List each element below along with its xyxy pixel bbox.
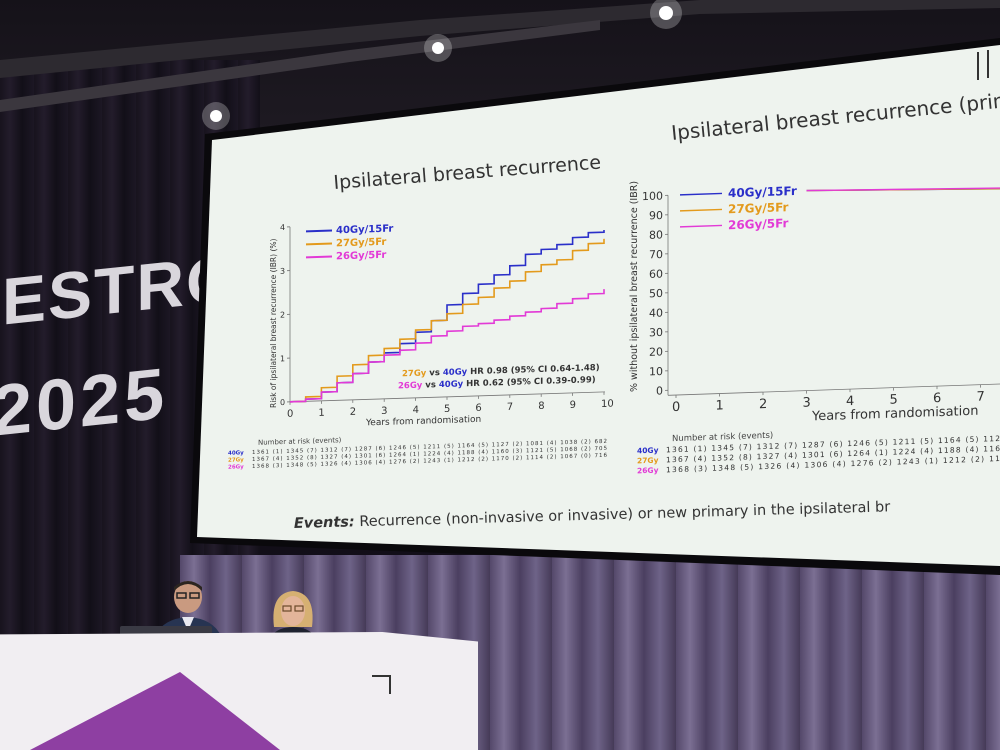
right-x-tick-label: 6 (933, 391, 941, 406)
right-x-tick-label: 2 (759, 397, 767, 412)
left-y-tick-label: 1 (280, 354, 285, 363)
left-chart: 0 1 2 3 4 5 6 7 8 9 10 0 1 2 3 4 40Gy/15Fr 27Gy/5Fr 26… (228, 223, 614, 471)
left-risk-label-26gy: 26Gy (228, 464, 244, 471)
right-risk-label-27gy: 27Gy (637, 456, 659, 466)
left-hr-line-2: 26Gy vs 40Gy HR 0.62 (95% CI 0.39-0.99) (398, 375, 596, 391)
left-x-ticks: 0 1 2 3 4 5 6 7 8 9 10 (287, 391, 614, 420)
right-y-axis-label: % without ipsilateral breast recurrence … (629, 181, 640, 392)
left-y-tick-label: 4 (280, 223, 285, 232)
left-x-tick-label: 8 (538, 401, 544, 412)
right-y-tick-label: 90 (649, 209, 663, 222)
right-x-ticks: 0 1 2 3 4 5 6 7 (672, 384, 985, 415)
left-x-axis (290, 391, 605, 403)
right-x-tick-label: 0 (672, 400, 680, 415)
left-x-tick-label: 1 (318, 408, 324, 419)
right-y-tick-label: 10 (649, 365, 663, 378)
right-legend: 40Gy/15Fr 27Gy/5Fr 26Gy/5Fr (680, 184, 797, 232)
right-chart: 0 1 2 3 4 5 6 7 0 10 20 30 40 50 60 70 80 90 100 40Gy/15F… (629, 181, 1000, 476)
right-y-tick-label: 20 (649, 345, 663, 358)
left-series-26gy-line (290, 289, 605, 403)
right-y-tick-label: 50 (649, 287, 663, 300)
left-x-tick-label: 4 (413, 405, 419, 416)
spotlight-icon (210, 110, 222, 122)
left-x-tick-label: 5 (444, 404, 450, 415)
slide-background (197, 45, 1000, 566)
left-x-tick-label: 7 (507, 402, 513, 413)
left-x-tick-label: 3 (381, 406, 387, 417)
right-risk-label-40gy: 40Gy (637, 446, 659, 456)
left-legend: 40Gy/15Fr 27Gy/5Fr 26Gy/5Fr (306, 224, 393, 263)
left-y-axis-label: Risk of ipsilateral breast recurrence (I… (269, 238, 278, 408)
right-y-tick-label: 70 (649, 248, 663, 261)
left-x-tick-label: 9 (570, 400, 576, 411)
right-series-26gy-line (806, 187, 1000, 192)
left-legend-40gy: 40Gy/15Fr (336, 224, 393, 237)
left-x-axis-label: Years from randomisation (365, 415, 481, 429)
left-risk-title: Number at risk (events) (258, 436, 342, 447)
right-legend-26gy: 26Gy/5Fr (728, 216, 789, 232)
right-legend-27gy: 27Gy/5Fr (728, 200, 789, 216)
desk-logo-triangle (30, 672, 280, 750)
left-legend-26gy: 26Gy/5Fr (336, 250, 386, 263)
right-x-tick-label: 4 (846, 394, 854, 409)
right-y-tick-label: 60 (649, 267, 663, 280)
right-y-tick-label: 100 (642, 189, 663, 203)
left-risk-label-27gy: 27Gy (228, 457, 244, 464)
left-risk-label-40gy: 40Gy (228, 450, 244, 457)
left-x-tick-label: 10 (601, 399, 614, 410)
right-series-lines (806, 187, 1000, 192)
right-y-tick-label: 0 (656, 384, 663, 397)
right-risk-label-26gy: 26Gy (637, 466, 659, 476)
right-y-tick-label: 30 (649, 326, 663, 339)
left-legend-27gy: 27Gy/5Fr (336, 237, 386, 250)
right-x-axis (668, 383, 1000, 396)
right-legend-40gy: 40Gy/15Fr (728, 184, 797, 200)
right-risk-title: Number at risk (events) (672, 431, 773, 444)
estro-logo-line2: 2025 (0, 354, 168, 452)
right-y-tick-label: 40 (649, 306, 663, 319)
left-y-tick-label: 2 (280, 310, 285, 319)
left-hr-line-1: 27Gy vs 40Gy HR 0.98 (95% CI 0.64-1.48) (402, 363, 600, 379)
right-x-tick-label: 5 (889, 392, 897, 407)
left-series-27gy-line (290, 238, 605, 403)
right-y-ticks: 0 10 20 30 40 50 60 70 80 90 100 (642, 189, 668, 398)
left-x-tick-label: 0 (287, 409, 293, 420)
spotlight-icon (432, 42, 444, 54)
right-x-tick-label: 7 (977, 390, 985, 405)
spotlight-icon (659, 6, 673, 20)
left-y-tick-label: 0 (280, 398, 285, 407)
lighting-truss (0, 0, 1000, 130)
left-plot-area: 0 1 2 3 4 5 6 7 8 9 10 0 1 2 3 4 40Gy/15Fr 27Gy/5Fr 26… (228, 223, 614, 471)
left-x-tick-label: 6 (475, 403, 481, 414)
right-plot-area: 0 1 2 3 4 5 6 7 0 10 20 30 40 50 60 70 80 90 100 40Gy/15F… (637, 184, 1000, 476)
right-x-tick-label: 3 (802, 395, 810, 410)
right-x-axis-label: Years from randomisation (811, 404, 978, 425)
right-x-tick-label: 1 (715, 398, 723, 413)
left-x-tick-label: 2 (350, 407, 356, 418)
left-series-lines (290, 229, 605, 403)
right-y-tick-label: 80 (649, 228, 663, 241)
left-y-tick-label: 3 (280, 267, 285, 276)
left-y-ticks: 0 1 2 3 4 (280, 223, 290, 407)
desk-corner-mark (372, 675, 391, 694)
